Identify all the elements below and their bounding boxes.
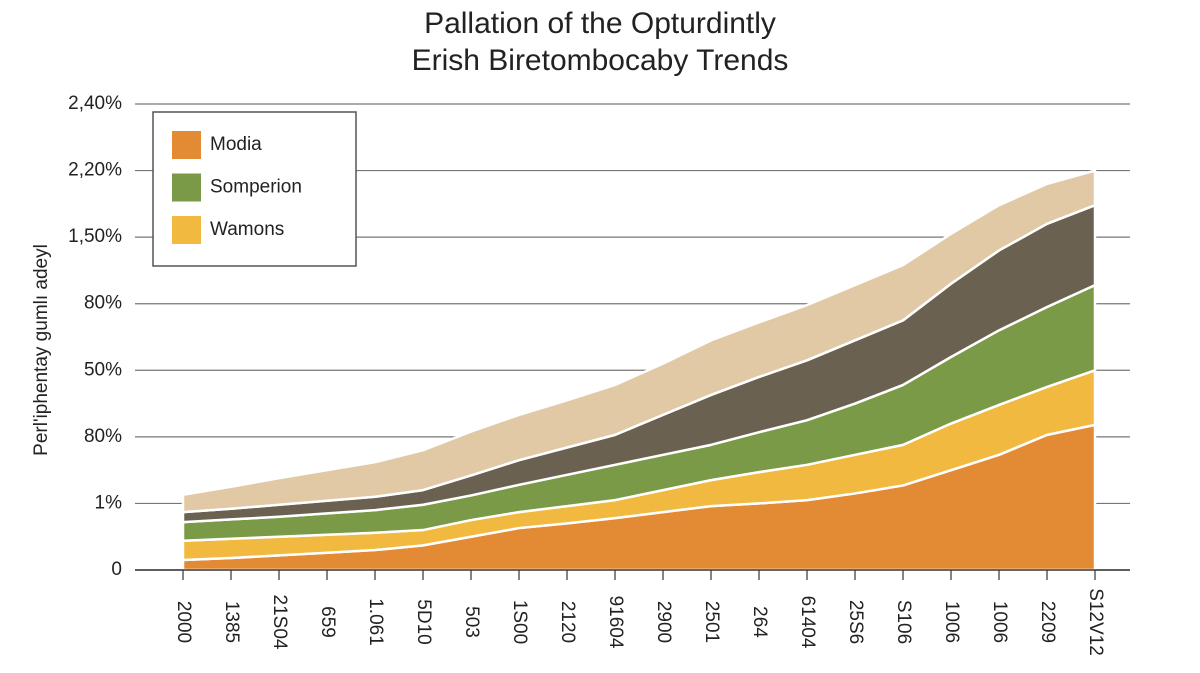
legend-swatch: [172, 131, 201, 159]
x-tick-label: 2900: [653, 601, 674, 643]
x-tick-label: 2501: [701, 601, 722, 643]
legend-swatch: [172, 173, 201, 202]
y-axis-label: Perl'iphentay gumlı adeyl: [31, 244, 52, 456]
y-tick-label: 50%: [84, 359, 122, 380]
x-tick-label: S106: [893, 600, 914, 644]
x-tick-label: 1.061: [365, 598, 386, 646]
x-tick-label: S12V12: [1085, 588, 1106, 656]
x-tick-label: 1006: [941, 601, 962, 643]
x-tick-label: 61404: [797, 596, 818, 649]
x-tick-label: 1385: [221, 601, 242, 643]
legend-swatch: [172, 216, 201, 244]
legend-label: Modia: [210, 134, 262, 155]
x-tick-label: 503: [461, 606, 482, 638]
x-tick-label: 2209: [1037, 601, 1058, 643]
x-tick-label: 2120: [557, 601, 578, 643]
y-tick-label: 2,20%: [68, 160, 122, 181]
x-tick-label: 91604: [605, 596, 626, 649]
y-tick-label: 1%: [95, 492, 123, 513]
x-tick-label: 5D10: [413, 599, 434, 644]
chart-title: Erish Biretombocaby Trends: [412, 44, 789, 77]
x-tick-label: 25S6: [845, 600, 866, 644]
x-tick-label: 1006: [989, 601, 1010, 643]
y-tick-label: 80%: [84, 293, 122, 314]
x-tick-label: 21S04: [269, 595, 290, 650]
y-tick-label: 1,50%: [68, 226, 122, 247]
y-tick-label: 0: [111, 559, 122, 580]
legend-label: Wamons: [210, 219, 284, 240]
area: [181, 169, 1097, 514]
y-tick-label: 80%: [84, 426, 122, 447]
legend-label: Somperion: [210, 177, 302, 198]
chart-title: Pallation of the Opturdintly: [424, 7, 776, 40]
x-tick-label: 1S00: [509, 600, 530, 644]
x-tick-label: 659: [317, 606, 338, 638]
x-tick-label: 2000: [173, 601, 194, 643]
x-tick-label: 264: [749, 606, 770, 638]
y-tick-label: 2,40%: [68, 93, 122, 114]
